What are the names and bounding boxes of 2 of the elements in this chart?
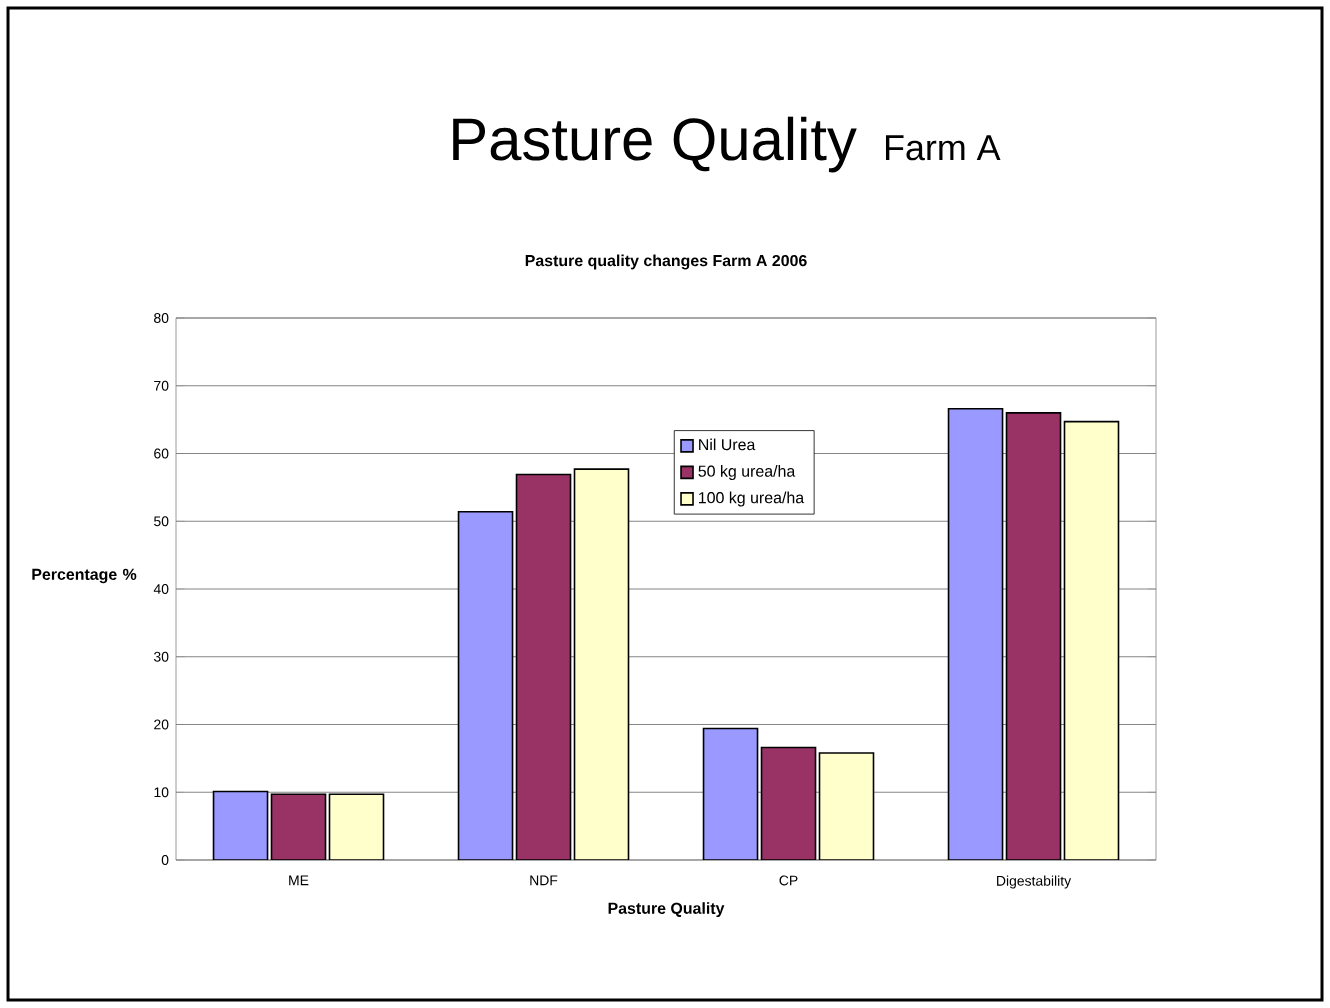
text: Farm A <box>885 135 1001 161</box>
chart-title: Pasture Quality <box>453 116 857 173</box>
